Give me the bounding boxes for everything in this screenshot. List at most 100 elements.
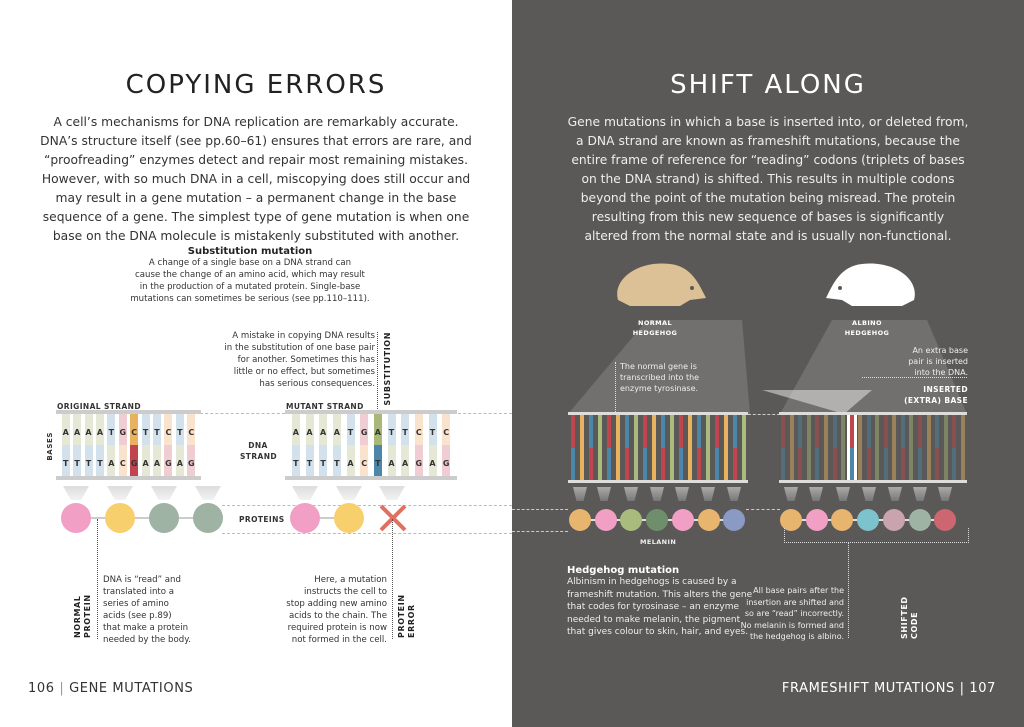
normal-protein-bead (61, 503, 91, 533)
strand-backbone-bottom (285, 476, 457, 480)
text-line: that make a protein (103, 623, 189, 633)
base-column-bottom (107, 445, 116, 476)
base-column-bottom (118, 445, 127, 476)
text-line: resulting from this new sequence of base… (591, 210, 945, 224)
base-bar-top (892, 415, 897, 448)
shifted-bead (934, 509, 957, 531)
base-letter: T (177, 428, 183, 437)
base-bar-bottom (570, 448, 575, 480)
right-page: SHIFT ALONG Gene mutations in which a ba… (512, 0, 1024, 727)
base-letter: A (176, 459, 183, 468)
substitution-label: SUBSTITUTION (383, 332, 392, 406)
transcription-cone (701, 487, 715, 501)
transcription-cone (675, 487, 689, 501)
base-bar-bottom (849, 448, 854, 480)
base-bar-top (798, 415, 803, 448)
section-title: GENE MUTATIONS (69, 681, 194, 696)
left-title: COPYING ERRORS (125, 70, 387, 100)
shifted-note: All base pairs after the insertion are sh… (732, 585, 844, 643)
base-letter: T (142, 428, 149, 437)
normal-protein-bead (149, 503, 179, 533)
text-line: However, with so much DNA in a cell, mis… (41, 172, 471, 186)
base-bar-top (624, 415, 629, 448)
right-intro: Gene mutations in which a base is insert… (532, 113, 1004, 246)
guide-line (200, 413, 285, 414)
base-column-top (291, 414, 300, 445)
base-bar-bottom (909, 448, 914, 480)
base-bar-bottom (900, 448, 905, 480)
base-bar-top (669, 415, 674, 448)
base-letter: C (443, 428, 450, 437)
base-column-bottom (187, 445, 196, 476)
text-line: in the substitution of one base pair (224, 343, 375, 353)
base-column-top (305, 414, 314, 445)
base-bar-top (841, 415, 846, 448)
base-bar-top (866, 415, 871, 448)
transcription-cone (836, 487, 850, 501)
base-column-top (107, 414, 116, 445)
transcription-cone (107, 486, 133, 500)
shifted-bead (831, 509, 854, 531)
melanin-bead (671, 509, 694, 531)
transcription-cone (573, 487, 587, 501)
base-column-bottom (73, 445, 82, 476)
text-line: stop adding new amino (286, 599, 387, 609)
substitution-title: Substitution mutation (187, 246, 313, 257)
base-letter: C (165, 428, 172, 437)
base-bar-bottom (892, 448, 897, 480)
base-bar-top (651, 415, 656, 448)
base-bar-bottom (741, 448, 746, 480)
base-bar-bottom (678, 448, 683, 480)
base-bar-top (789, 415, 794, 448)
text-line: for another. Sometimes this has (237, 355, 375, 365)
transcription-cone (650, 487, 664, 501)
transcription-cone (913, 487, 927, 501)
albino-hedgehog-label: ALBINO HEDGEHOG (844, 319, 890, 337)
text-line: base on the DNA molecule is mistakenly s… (52, 229, 460, 243)
base-letter: T (306, 459, 313, 468)
base-bar-top (858, 415, 863, 448)
base-column-top (414, 414, 423, 445)
right-footer: FRAMESHIFT MUTATIONS | 107 (781, 681, 996, 696)
base-column-top (387, 414, 396, 445)
text-line: Here, a mutation (314, 575, 387, 585)
base-bar-top (815, 415, 820, 448)
strand-backbone-top (56, 410, 201, 414)
strand-backbone-top (285, 410, 457, 414)
text-line: An extra base (912, 346, 968, 355)
base-letter: T (74, 459, 80, 468)
protein-error-pointer (392, 519, 393, 639)
transcription-cone (888, 487, 902, 501)
transcription-cone (727, 487, 741, 501)
base-letter: G (360, 428, 368, 437)
normal-note: DNA is “read” and translated into a series… (103, 574, 213, 646)
base-bar-top (687, 415, 692, 448)
base-bar-top (926, 415, 931, 448)
base-column-top (360, 414, 369, 445)
text-line: DNA is “read” and (103, 575, 181, 585)
base-column-bottom (95, 445, 104, 476)
text-line: that codes for tyrosinase – an enzyme (567, 602, 740, 612)
base-column-bottom (442, 445, 451, 476)
base-letter: C (131, 428, 138, 437)
base-bar-top (678, 415, 683, 448)
base-column-bottom (130, 445, 139, 476)
base-letter: A (74, 428, 81, 437)
base-bar-bottom (832, 448, 837, 480)
base-column-bottom (164, 445, 173, 476)
base-bar-top (588, 415, 593, 448)
guide-line (512, 531, 568, 532)
error-note: Here, a mutation instructs the cell to sto… (280, 574, 387, 646)
base-letter: A (306, 428, 313, 437)
mutant-strand-label: MUTANT STRAND (286, 402, 364, 411)
transcription-cone (597, 487, 611, 501)
text-line: sequence of a gene. The simplest type of… (42, 210, 470, 224)
base-bar-top (660, 415, 665, 448)
mutant-chain-link (305, 517, 355, 519)
albino-hedgehog-icon (826, 263, 915, 306)
shifted-bead (882, 509, 905, 531)
base-bar-top (960, 415, 965, 448)
text-line: Gene mutations in which a base is insert… (567, 115, 969, 129)
